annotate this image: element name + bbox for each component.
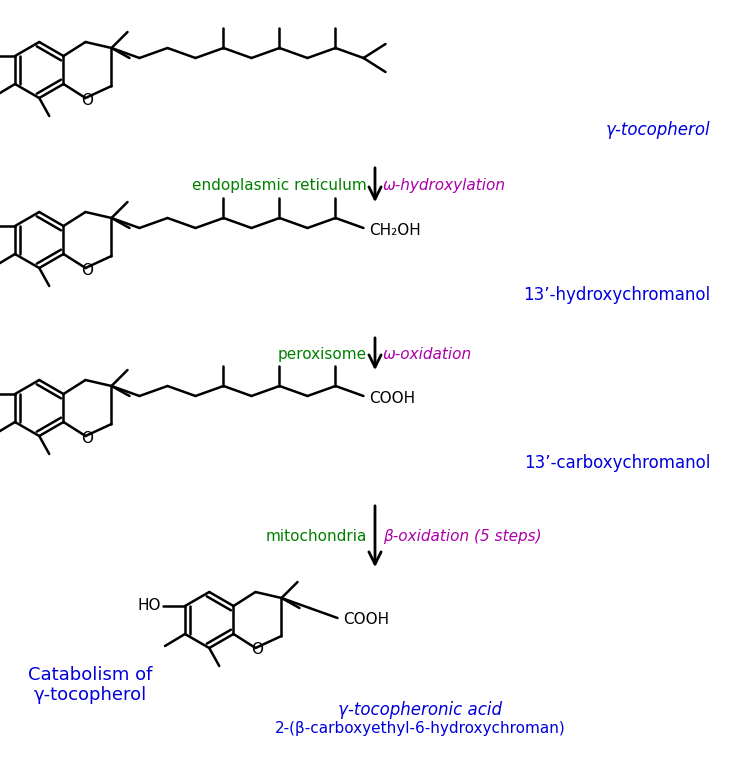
Text: ω-hydroxylation: ω-hydroxylation [383,177,506,193]
Text: O: O [82,262,93,278]
Text: O: O [82,431,93,445]
Text: CH₂OH: CH₂OH [370,223,421,237]
Text: O: O [82,93,93,108]
Text: γ-tocopherol: γ-tocopherol [605,121,710,139]
Text: O: O [252,643,263,657]
Text: endoplasmic reticulum: endoplasmic reticulum [192,177,367,193]
Text: 13’-carboxychromanol: 13’-carboxychromanol [524,454,710,472]
Text: 2-(β-carboxyethyl-6-hydroxychroman): 2-(β-carboxyethyl-6-hydroxychroman) [275,721,565,735]
Text: peroxisome: peroxisome [278,347,367,362]
Text: Catabolism of: Catabolism of [27,666,152,684]
Text: γ-tocopherol: γ-tocopherol [33,686,147,704]
Text: ω-oxidation: ω-oxidation [383,347,472,362]
Text: COOH: COOH [370,390,416,405]
Text: mitochondria: mitochondria [266,529,367,544]
Text: β-oxidation (5 steps): β-oxidation (5 steps) [383,529,542,544]
Text: COOH: COOH [344,613,390,627]
Text: 13’-hydroxychromanol: 13’-hydroxychromanol [523,286,710,304]
Text: HO: HO [137,598,161,614]
Text: γ-tocopheronic acid: γ-tocopheronic acid [338,701,502,719]
